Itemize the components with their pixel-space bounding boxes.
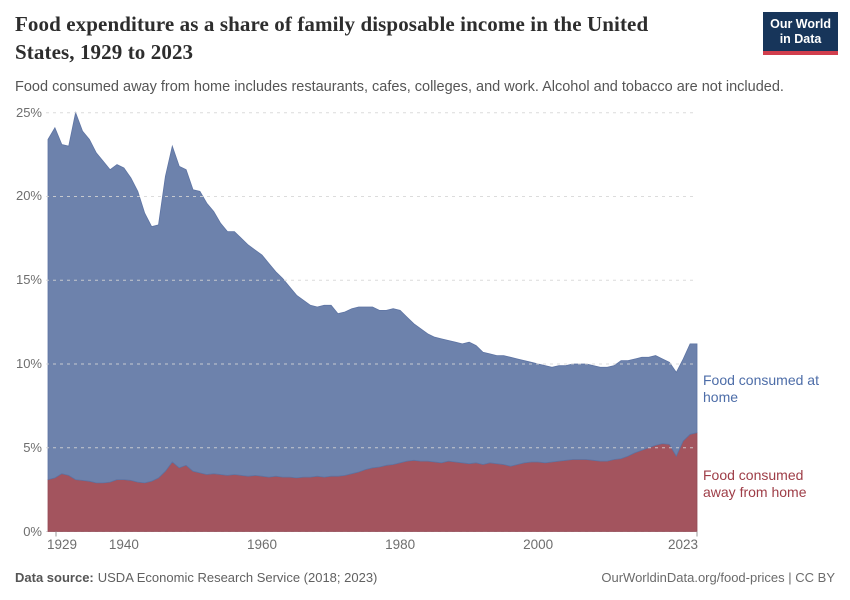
x-tick-label-1960: 1960 [247, 537, 278, 552]
data-source-text: USDA Economic Research Service (2018; 20… [97, 570, 378, 585]
data-source: Data source: USDA Economic Research Servi… [15, 570, 377, 586]
owid-logo-line2: in Data [779, 32, 822, 46]
owid-url-license[interactable]: OurWorldinData.org/food-prices | CC BY [601, 570, 835, 585]
chart-footer: Data source: USDA Economic Research Servi… [15, 570, 835, 586]
y-tick-label-25: 25% [15, 104, 42, 120]
data-source-label: Data source: [15, 570, 94, 585]
y-tick-label-5: 5% [23, 439, 42, 455]
x-tick-label-1940: 1940 [108, 537, 139, 552]
x-tick-label-2023: 2023 [667, 537, 699, 552]
series-label-food-at-home: Food consumed at home [703, 372, 819, 405]
y-tick-label-0: 0% [23, 523, 42, 539]
page-title: Food expenditure as a share of family di… [15, 12, 649, 64]
x-tick-label-1929: 1929 [46, 537, 78, 552]
y-tick-label-15: 15% [15, 272, 42, 288]
area-food-at-home[interactable] [47, 111, 698, 484]
y-tick-label-10: 10% [15, 355, 42, 371]
owid-logo-line1: Our World [770, 17, 831, 31]
x-tick-label-1980: 1980 [385, 537, 416, 552]
owid-logo[interactable]: Our World in Data [763, 12, 838, 55]
y-tick-label-20: 20% [15, 188, 42, 204]
series-label-food-away-from-home: Food consumed away from home [703, 467, 807, 500]
x-tick-label-2000: 2000 [523, 537, 554, 552]
chart-subtitle: Food consumed away from home includes re… [15, 79, 784, 95]
